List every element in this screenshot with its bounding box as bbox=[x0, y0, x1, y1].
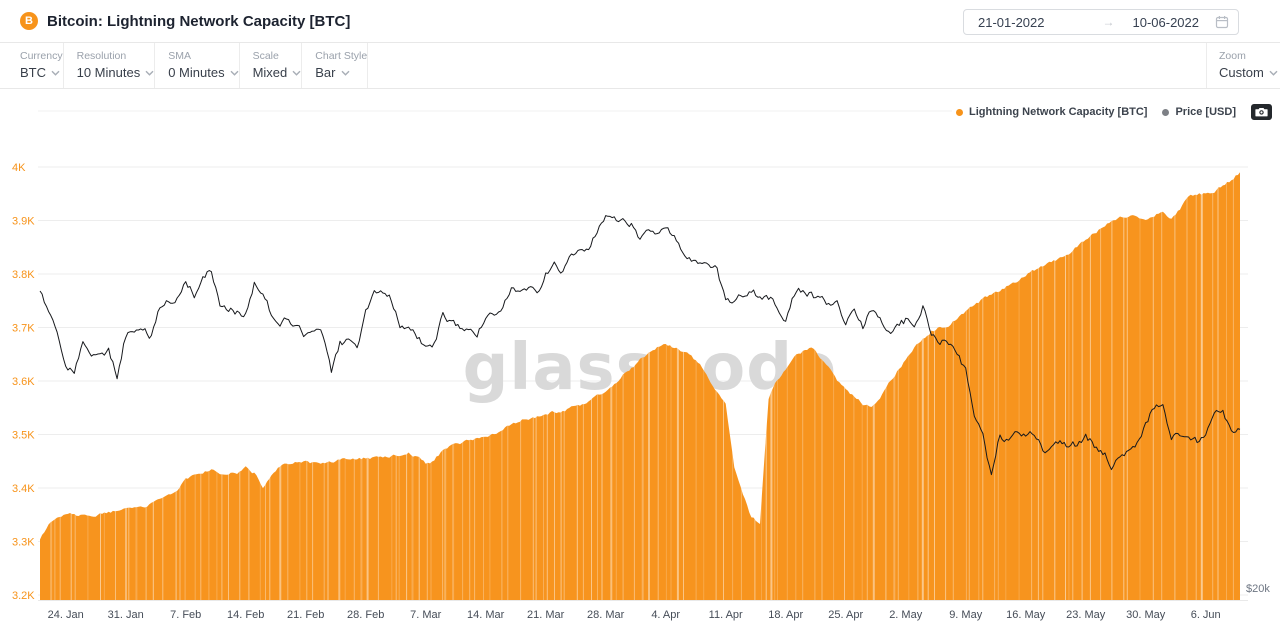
chart-header: B Bitcoin: Lightning Network Capacity [B… bbox=[0, 0, 1280, 43]
x-axis-label: 31. Jan bbox=[108, 609, 144, 621]
price-series-dot-icon bbox=[1162, 108, 1170, 116]
toolbar-sma-dropdown[interactable]: SMA 0 Minutes bbox=[155, 43, 240, 88]
y-axis-label: 3.5K bbox=[12, 430, 35, 442]
x-axis-label: 4. Apr bbox=[651, 609, 680, 621]
chart-toolbar: Currency BTC Resolution 10 Minutes SMA 0 Minu… bbox=[0, 43, 1280, 89]
right-axis-price-label: $20k bbox=[1246, 583, 1270, 595]
toolbar-zoom-value: Custom bbox=[1219, 65, 1264, 80]
legend-label-price: Price [USD] bbox=[1175, 106, 1236, 118]
capacity-series-dot-icon bbox=[956, 108, 964, 116]
y-axis-label: 3.7K bbox=[12, 323, 35, 335]
x-axis-label: 23. May bbox=[1066, 609, 1106, 621]
x-axis-label: 16. May bbox=[1006, 609, 1046, 621]
camera-icon bbox=[1255, 108, 1268, 117]
legend-label-capacity: Lightning Network Capacity [BTC] bbox=[969, 106, 1148, 118]
date-range-picker[interactable]: 21-01-2022 → 10-06-2022 bbox=[963, 9, 1239, 35]
y-axis-label: 3.4K bbox=[12, 483, 35, 495]
calendar-icon[interactable] bbox=[1215, 15, 1229, 29]
date-range-arrow-icon: → bbox=[1102, 15, 1115, 29]
x-axis-label: 9. May bbox=[949, 609, 983, 621]
chevron-down-icon bbox=[1269, 70, 1278, 76]
bitcoin-icon: B bbox=[20, 12, 38, 30]
toolbar-currency-label: Currency bbox=[20, 50, 63, 62]
toolbar-chart-style-dropdown[interactable]: Chart Style Bar bbox=[302, 43, 369, 88]
x-axis-label: 14. Feb bbox=[227, 609, 264, 621]
y-axis-label: 3.2K bbox=[12, 590, 35, 602]
toolbar-chart-style-label: Chart Style bbox=[315, 50, 368, 62]
toolbar-sma-label: SMA bbox=[168, 50, 191, 62]
y-axis-label: 3.8K bbox=[12, 269, 35, 281]
chevron-down-icon bbox=[230, 70, 239, 76]
chevron-down-icon bbox=[51, 70, 60, 76]
toolbar-resolution-value: 10 Minutes bbox=[76, 65, 141, 80]
y-axis-label: 3.6K bbox=[12, 376, 35, 388]
date-to-input[interactable]: 10-06-2022 bbox=[1132, 14, 1200, 30]
toolbar-zoom-dropdown[interactable]: Zoom Custom bbox=[1206, 43, 1280, 88]
x-axis-label: 2. May bbox=[889, 609, 923, 621]
toolbar-zoom-label: Zoom bbox=[1219, 50, 1246, 62]
x-axis-label: 24. Jan bbox=[48, 609, 84, 621]
toolbar-sma-value: 0 Minutes bbox=[168, 65, 225, 80]
x-axis-label: 28. Mar bbox=[587, 609, 625, 621]
legend-item-price[interactable]: Price [USD] bbox=[1162, 106, 1236, 118]
toolbar-spacer bbox=[368, 43, 1206, 88]
legend-item-capacity[interactable]: Lightning Network Capacity [BTC] bbox=[956, 106, 1147, 118]
toolbar-scale-dropdown[interactable]: Scale Mixed bbox=[240, 43, 303, 88]
toolbar-scale-label: Scale bbox=[252, 50, 279, 62]
x-axis-label: 14. Mar bbox=[467, 609, 505, 621]
toolbar-chart-style-value: Bar bbox=[315, 65, 336, 80]
x-axis-label: 21. Mar bbox=[527, 609, 565, 621]
x-axis-label: 7. Feb bbox=[170, 609, 201, 621]
x-axis-label: 30. May bbox=[1126, 609, 1166, 621]
price-line bbox=[39, 215, 1241, 476]
toolbar-currency-dropdown[interactable]: Currency BTC bbox=[0, 43, 64, 88]
date-from-input[interactable]: 21-01-2022 bbox=[978, 14, 1045, 30]
page-title: Bitcoin: Lightning Network Capacity [BTC… bbox=[47, 12, 351, 30]
x-axis-label: 11. Apr bbox=[709, 609, 743, 621]
y-axis-labels: 4K 3.9K 3.8K 3.7K 3.6K 3.5K 3.4K 3.3K 3.2K bbox=[12, 162, 35, 602]
capacity-bars-area bbox=[40, 172, 1240, 600]
x-axis-label: 21. Feb bbox=[287, 609, 324, 621]
x-axis-labels: 24. Jan 31. Jan 7. Feb 14. Feb 21. Feb 28. Fe… bbox=[48, 609, 1221, 621]
x-axis-label: 7. Mar bbox=[410, 609, 442, 621]
toolbar-currency-value: BTC bbox=[20, 65, 46, 80]
chart-legend: Lightning Network Capacity [BTC] Price [… bbox=[956, 103, 1272, 121]
y-axis-label: 3.3K bbox=[12, 537, 35, 549]
toolbar-resolution-dropdown[interactable]: Resolution 10 Minutes bbox=[64, 43, 156, 88]
toolbar-resolution-label: Resolution bbox=[76, 50, 127, 62]
x-axis-label: 25. Apr bbox=[828, 609, 863, 621]
x-axis-label: 28. Feb bbox=[347, 609, 384, 621]
chevron-down-icon bbox=[292, 70, 301, 76]
toolbar-scale-value: Mixed bbox=[252, 65, 288, 80]
chevron-down-icon bbox=[340, 70, 350, 76]
x-axis-label: 6. Jun bbox=[1191, 609, 1221, 621]
camera-screenshot-button[interactable] bbox=[1251, 104, 1272, 120]
chevron-down-icon bbox=[145, 70, 154, 76]
y-axis-label: 3.9K bbox=[12, 216, 35, 228]
y-axis-label: 4K bbox=[12, 162, 26, 174]
x-axis-label: 18. Apr bbox=[768, 609, 803, 621]
